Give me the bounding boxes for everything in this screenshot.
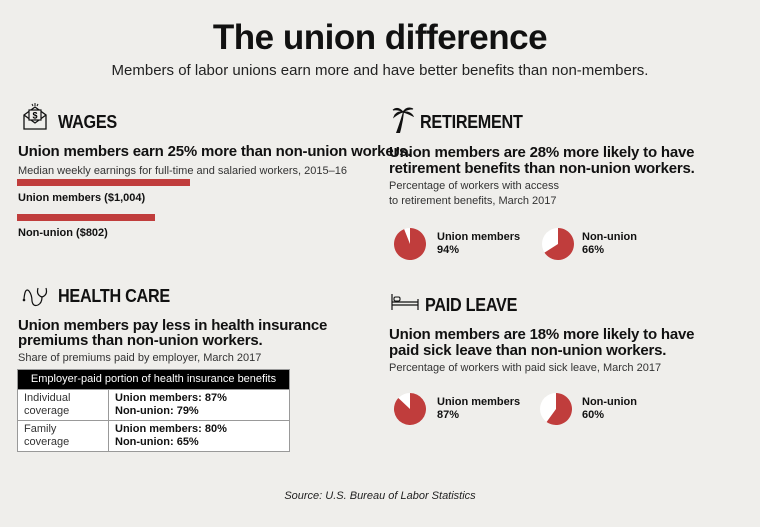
wages-label-union: Union members ($1,004)	[18, 192, 146, 204]
retirement-note-line1: Percentage of workers with access	[389, 180, 559, 192]
series-name: Non-union	[582, 231, 637, 243]
wages-bar-union	[17, 179, 190, 186]
retirement-headline-line2: retirement benefits than non-union worke…	[389, 160, 695, 177]
leave-label-nonunion: Non-union 60%	[582, 396, 637, 422]
page-subtitle: Members of labor unions earn more and ha…	[111, 62, 649, 79]
table-row: Family coverage Union members: 80% Non-uni…	[17, 420, 290, 452]
leave-note: Percentage of workers with paid sick lea…	[389, 362, 662, 374]
data-label: 87%	[437, 409, 460, 421]
pie-leave-union	[394, 393, 426, 425]
source-note: Source: U.S. Bureau of Labor Statistics	[284, 490, 476, 502]
palm-tree-icon	[392, 107, 414, 133]
bed-icon	[391, 294, 419, 310]
coverage-type: Family	[24, 423, 57, 435]
health-note: Share of premiums paid by employer, Marc…	[18, 352, 262, 364]
pie-retirement-union	[394, 228, 426, 260]
leave-headline-line2: paid sick leave than non-union workers.	[389, 342, 667, 359]
health-headline-line2: premiums than non-union workers.	[18, 332, 263, 349]
retirement-note-line2: to retirement benefits, March 2017	[389, 195, 557, 207]
leave-label-union: Union members 87%	[437, 396, 520, 422]
pie-slice	[394, 393, 426, 425]
nonunion-value: Non-union: 79%	[115, 405, 199, 417]
health-headline-line1: Union members pay less in health insuran…	[18, 317, 328, 334]
wages-label-nonunion: Non-union ($802)	[18, 227, 108, 239]
pie-leave-nonunion	[540, 393, 572, 425]
money-envelope-icon: $	[23, 103, 47, 130]
coverage-type: coverage	[24, 436, 70, 448]
retirement-heading: RETIREMENT	[420, 112, 523, 132]
pie-slice	[546, 393, 572, 425]
svg-text:$: $	[32, 111, 37, 121]
wages-heading: WAGES	[58, 112, 117, 132]
retirement-headline-line1: Union members are 28% more likely to hav…	[389, 144, 695, 161]
wages-note: Median weekly earnings for full-time and…	[18, 165, 347, 177]
pie-slice	[394, 228, 426, 260]
leave-heading: PAID LEAVE	[425, 295, 518, 315]
data-label: 66%	[582, 244, 605, 256]
coverage-type: coverage	[24, 405, 70, 417]
health-heading: HEALTH CARE	[58, 286, 170, 306]
retirement-label-nonunion: Non-union 66%	[582, 231, 637, 257]
retirement-label-union: Union members 94%	[437, 231, 520, 257]
series-name: Non-union	[582, 396, 637, 408]
union-value: Union members: 80%	[115, 423, 227, 435]
pie-retirement-nonunion	[542, 228, 574, 260]
pie-slice	[544, 228, 574, 260]
nonunion-value: Non-union: 65%	[115, 436, 199, 448]
page-title: The union difference	[212, 18, 548, 57]
leave-headline-line1: Union members are 18% more likely to hav…	[389, 326, 695, 343]
wages-bar-nonunion	[17, 214, 156, 221]
data-label: 94%	[437, 244, 460, 256]
table-header: Employer-paid portion of health insuranc…	[17, 369, 290, 390]
union-value: Union members: 87%	[115, 392, 227, 404]
health-table: Employer-paid portion of health insuranc…	[17, 369, 290, 452]
wages-headline: Union members earn 25% more than non-uni…	[18, 143, 412, 160]
series-name: Union members	[437, 231, 521, 243]
table-row: Individual coverage Union members: 87% Non…	[17, 389, 290, 421]
series-name: Union members	[437, 396, 521, 408]
coverage-type: Individual	[24, 392, 71, 404]
stethoscope-icon	[22, 287, 48, 307]
data-label: 60%	[582, 409, 605, 421]
